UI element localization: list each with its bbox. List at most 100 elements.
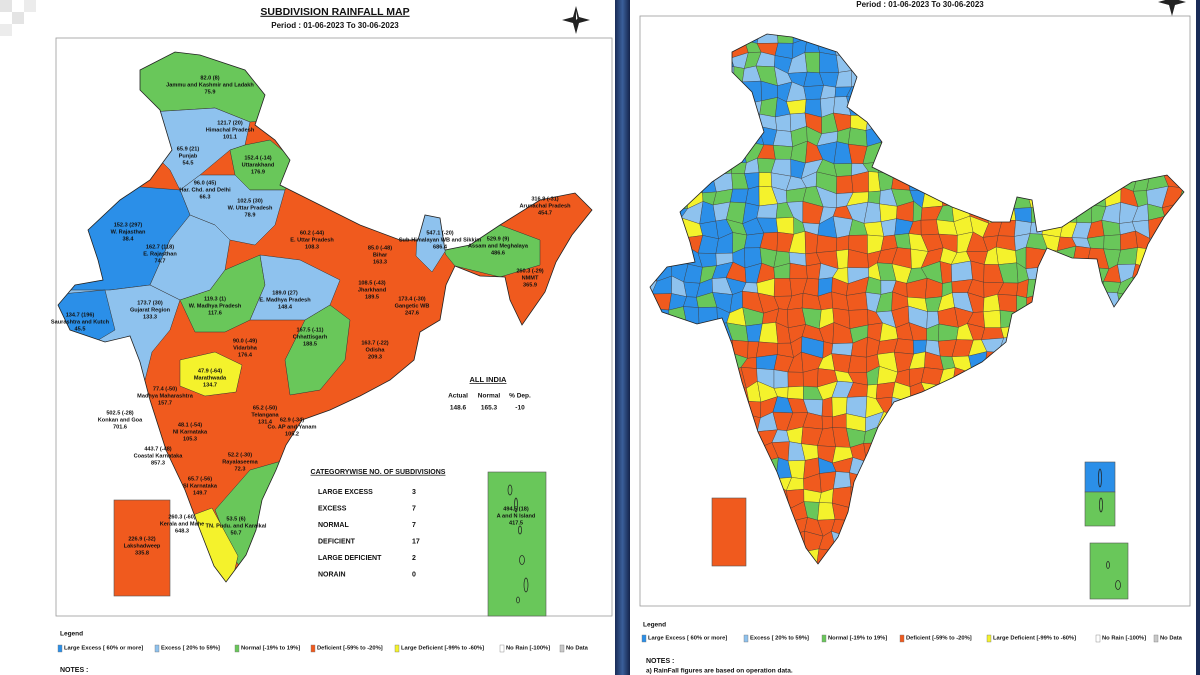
subdivision-name: Chhattisgarh: [293, 334, 328, 340]
district: [846, 292, 868, 311]
island: [518, 525, 522, 535]
subdivision-name: Marathwada: [194, 375, 227, 381]
subdivision-normal: 45.5: [75, 326, 86, 332]
district: [981, 327, 1004, 340]
legend-swatch: [57, 644, 63, 653]
legend-swatch: [1153, 634, 1159, 643]
left-frame: [55, 37, 613, 617]
legend: Large Excess [ 60% or more] Excess [ 20% …: [57, 644, 589, 653]
district: [803, 85, 824, 100]
subdivision-name: Himachal Pradesh: [206, 127, 255, 133]
subdivision-value: 260.3 (-60): [168, 514, 195, 520]
subdivision-normal: 131.4: [258, 419, 273, 425]
subdivision-name: E. Madhya Pradesh: [259, 297, 311, 303]
island: [1098, 468, 1102, 488]
subdivision-name: Madhya Maharashtra: [137, 393, 194, 399]
legend-label: Deficient [-59% to -20%]: [317, 646, 383, 652]
legend-swatch: [154, 644, 160, 653]
all-india-header: % Dep.: [509, 393, 531, 400]
subdivision-name: A and N Island: [497, 513, 536, 519]
category-count: 0: [412, 571, 416, 578]
district: [863, 221, 885, 237]
district: [983, 310, 1002, 328]
subdivision-normal: 78.9: [245, 212, 256, 218]
subdivision-name: Lakshadweep: [124, 543, 161, 549]
subdivision-value: 60.2 (-44): [300, 230, 324, 236]
district: [816, 234, 838, 253]
subdivision-value: 65.7 (-56): [188, 476, 212, 482]
subdivision-value: 90.0 (-49): [233, 338, 257, 344]
legend: Large Excess [ 60% or more] Excess [ 20% …: [641, 634, 1183, 643]
subdivision-name: NMMT: [522, 275, 539, 281]
all-india-title: ALL INDIA: [470, 375, 508, 384]
legend-swatch: [394, 644, 400, 653]
district: [867, 190, 881, 205]
subdivision-value: 226.9 (-32): [128, 536, 155, 542]
category-count: 17: [412, 538, 420, 545]
district: [836, 249, 849, 269]
subdivision-value: 162.7 (118): [146, 244, 174, 250]
india-outline: [57, 51, 593, 583]
legend-label: Deficient [-59% to -20%]: [906, 636, 972, 642]
subdivision-value: 48.1 (-54): [178, 422, 202, 428]
subdivision-normal: 417.5: [509, 520, 523, 526]
subdivision-normal: 857.3: [151, 460, 165, 466]
subdivision-normal: 176.4: [238, 352, 253, 358]
subdivision-name: W. Madhya Pradesh: [189, 303, 242, 309]
subdivision-name: Kerala and Mahe: [160, 521, 204, 527]
subdivision-value: 189.0 (27): [272, 290, 298, 296]
subdivision-name: Sub-Himalayan WB and Sikkim: [399, 237, 481, 243]
subdivision-name: Rayalaseema: [222, 459, 258, 465]
subdivision-normal: 163.3: [373, 259, 387, 265]
district: [821, 415, 833, 430]
checker: [0, 0, 12, 12]
subdivision-name: Co. AP and Yanam: [267, 424, 316, 430]
subdivision-value: 152.3 (297): [114, 222, 143, 228]
all-india-table: Actual 148.6 Normal 165.3 % Dep. -10: [448, 393, 531, 412]
category-name: LARGE EXCESS: [318, 489, 373, 496]
subdivision-name: Odisha: [366, 347, 386, 353]
district: [772, 145, 793, 160]
subdivision-normal: 188.5: [303, 341, 317, 347]
island: [507, 484, 513, 496]
district: [833, 163, 853, 177]
subdivision-normal: 149.7: [193, 490, 207, 496]
subdivision-name: Har. Chd. and Delhi: [179, 187, 231, 193]
checker: [24, 0, 36, 12]
district: [848, 355, 867, 373]
subdivision-value: 47.9 (-64): [198, 368, 222, 374]
legend-label: Normal [-19% to 19%]: [828, 636, 887, 642]
india-outline: [649, 33, 1185, 565]
subdivision-name: E. Rajasthan: [143, 251, 177, 257]
district: [831, 353, 852, 374]
subdivision-normal: 50.7: [231, 530, 242, 536]
subdivision-name: SI Karnataka: [183, 483, 218, 489]
north-arrow: [1158, 0, 1186, 16]
andaman-inset: [487, 471, 547, 617]
subdivision-normal: 189.5: [365, 294, 379, 300]
subdivision-value: 85.0 (-48): [368, 245, 392, 251]
district: [786, 99, 807, 115]
legend-title: Legend: [60, 631, 83, 638]
category-name: NORMAL: [318, 522, 349, 529]
district: [893, 338, 914, 355]
category-table: LARGE EXCESS 3 EXCESS 7 NORMAL 7 DEFICIENT 17 LA…: [318, 489, 420, 579]
subdivision-value: 52.2 (-30): [228, 452, 252, 458]
subdivision-name: Gujarat Region: [130, 307, 171, 313]
legend-swatch: [499, 644, 505, 653]
subdivision-name: Coastal Karnataka: [134, 453, 184, 459]
subdivision-normal: 335.8: [135, 550, 149, 556]
district: [775, 113, 792, 132]
all-india-value: 165.3: [481, 405, 498, 412]
subdivision-value: 53.5 (6): [226, 516, 245, 522]
subdivision-value: 62.9 (-34): [280, 417, 304, 423]
district: [730, 188, 749, 204]
legend-label: No Data: [566, 646, 589, 652]
legend-label: Normal [-19% to 19%]: [241, 646, 300, 652]
subdivision-normal: 176.9: [251, 169, 265, 175]
legend-label: Large Excess [ 60% or more]: [64, 646, 143, 652]
subdivision-name: Uttarakhand: [242, 162, 275, 168]
district: [804, 52, 820, 73]
category-name: DEFICIENT: [318, 538, 356, 545]
island: [1115, 580, 1121, 590]
